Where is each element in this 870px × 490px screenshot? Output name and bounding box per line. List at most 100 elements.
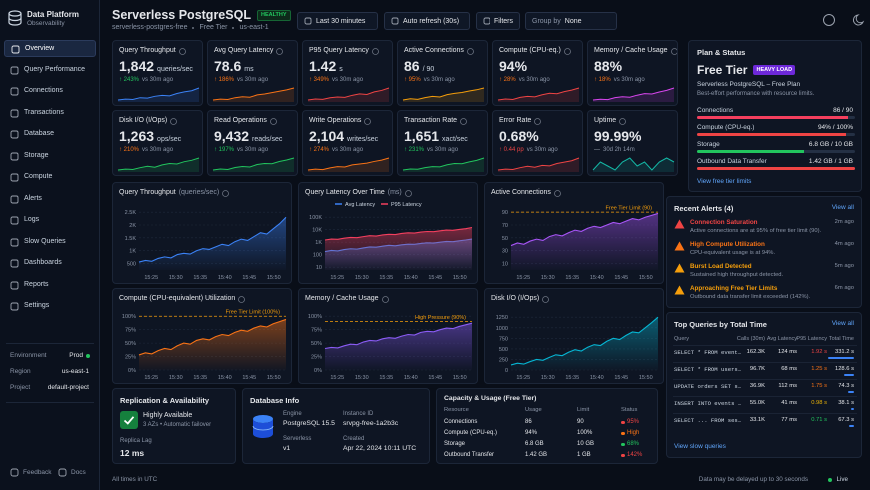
usage-bar (697, 133, 846, 136)
cell-status: High (627, 430, 640, 436)
column-header: Avg Latency (766, 336, 797, 342)
nav-icon (10, 173, 19, 182)
ctrl-icon-shape (483, 17, 490, 25)
queries-footer-link[interactable]: View slow queries (674, 443, 726, 450)
plan-badge: HEAVY LOAD (753, 65, 796, 75)
plan-link[interactable]: View free tier limits (697, 178, 751, 185)
chart-title: Memory / Cache Usage (305, 295, 379, 302)
kpi-delta: ↑ 28% (499, 77, 516, 83)
cell-status: 68% (627, 441, 640, 447)
crumb: Free Tier (199, 24, 228, 31)
info-icon (170, 117, 177, 125)
query-avg: 124 ms (777, 349, 797, 355)
info-icon (222, 189, 229, 197)
alert-title[interactable]: High Compute Utilization (690, 241, 765, 248)
nav-icon (11, 45, 20, 54)
x-tick-label: 15:30 (169, 275, 183, 281)
sparkline (117, 87, 200, 102)
x-tick-label: 15:50 (639, 375, 653, 381)
y-tick-label: 0% (314, 368, 322, 374)
queries-link[interactable]: View all (831, 320, 854, 327)
crumb-sep (232, 26, 235, 29)
y-tick-label: 75% (125, 328, 136, 334)
kpi-compare: vs 30m ago (518, 77, 550, 83)
alerts-link[interactable]: View all (831, 204, 854, 211)
x-tick-label: 15:40 (590, 275, 604, 281)
query-p95: 0.98 s (811, 400, 827, 406)
info-circle (179, 47, 186, 55)
chart-unit: (ms) (387, 189, 402, 196)
nav-item[interactable]: Database (4, 126, 96, 143)
alert-triangle (674, 241, 685, 251)
status-icon-check (123, 416, 135, 425)
nav-item[interactable]: Transactions (4, 105, 96, 122)
kpi-delta: ↑ 186% (214, 77, 235, 83)
footer-link[interactable]: Feedback (23, 469, 52, 476)
alert-triangle (674, 219, 685, 229)
chart-title: Compute (CPU-equivalent) Utilization (119, 295, 236, 302)
sparkline (592, 157, 675, 172)
nav-item[interactable]: Logs (4, 212, 96, 229)
kpi-label: Error Rate (499, 117, 532, 124)
legend-label: Avg Latency (345, 202, 375, 208)
x-tick-label: 15:45 (428, 275, 442, 281)
info-circle (222, 189, 229, 197)
status-dot (621, 442, 625, 446)
kpi-value-row: 86/ 90 (404, 58, 434, 74)
alert-title[interactable]: Connection Saturation (690, 219, 758, 226)
series-area (325, 323, 472, 370)
kpi-value-row: 88% (594, 58, 622, 74)
sparkline (497, 87, 580, 102)
kpi-card: Disk I/O (I/Ops) 1,263 ops/sec ↑ 210% vs 30m… (112, 110, 203, 176)
nav-item[interactable]: Compute (4, 169, 96, 186)
nav-item[interactable]: Alerts (4, 191, 96, 208)
cell-limit: 100% (577, 430, 593, 436)
cell-usage: 6.8 GB (525, 441, 544, 447)
nav-item[interactable]: Overview (4, 40, 96, 57)
query-text: SELECT ... FROM sessions ... (674, 417, 742, 424)
alert-title[interactable]: Approaching Free Tier Limits (690, 285, 778, 292)
y-tick-label: 10 (316, 265, 322, 271)
y-tick-label: 75% (311, 328, 322, 334)
info-circle (238, 295, 245, 303)
plan-tier-row: Free Tier HEAVY LOAD (697, 63, 796, 77)
header-icons[interactable] (822, 13, 866, 27)
kpi-compare: vs 30m ago (332, 147, 364, 153)
threshold-label: High Pressure (90%) (415, 315, 466, 321)
alert-time: 2m ago (834, 219, 854, 225)
nav-item[interactable]: Connections (4, 83, 96, 100)
nav-label: Database (24, 130, 54, 137)
y-tick-label: 250 (499, 357, 508, 363)
status-dot (621, 431, 625, 435)
filters[interactable]: Filters (476, 12, 520, 30)
env-value: default-project (47, 384, 89, 391)
nav-icon (10, 259, 19, 268)
series-line (324, 226, 473, 241)
nav-item[interactable]: Reports (4, 277, 96, 294)
y-tick-label: 2.5K (125, 210, 137, 216)
nav-item[interactable]: Query Performance (4, 62, 96, 79)
group-by[interactable]: Group by None (525, 12, 617, 30)
alert-title[interactable]: Burst Load Detected (690, 263, 752, 270)
nav-item[interactable]: Settings (4, 298, 96, 315)
nav-item[interactable]: Slow Queries (4, 234, 96, 251)
kpi-delta: ↑ 231% (404, 147, 425, 153)
auto-refresh[interactable]: Auto refresh (30s) (384, 12, 470, 30)
nav-item[interactable]: Storage (4, 148, 96, 165)
kpi-delta-row: ↑ 95% vs 30m ago (404, 77, 455, 83)
row-divider (673, 379, 857, 380)
kpi-value-row: 1,842 queries/sec (119, 58, 193, 74)
usage-track (697, 116, 855, 119)
replication-status: Highly Available (143, 412, 193, 419)
x-tick-label: 15:50 (453, 275, 467, 281)
filters-label: Filters (493, 17, 513, 25)
info-circle (564, 47, 571, 55)
cell-limit: 90 (577, 419, 584, 425)
time-range[interactable]: Last 30 minutes (297, 12, 378, 30)
footer-link[interactable]: Docs (71, 469, 86, 476)
nav-item[interactable]: Dashboards (4, 255, 96, 272)
sparkline-line (497, 157, 580, 171)
info-circle (270, 117, 277, 125)
kpi-value: 88% (594, 58, 623, 74)
replication-card: Replication & Availability Highly Availab… (112, 388, 236, 464)
